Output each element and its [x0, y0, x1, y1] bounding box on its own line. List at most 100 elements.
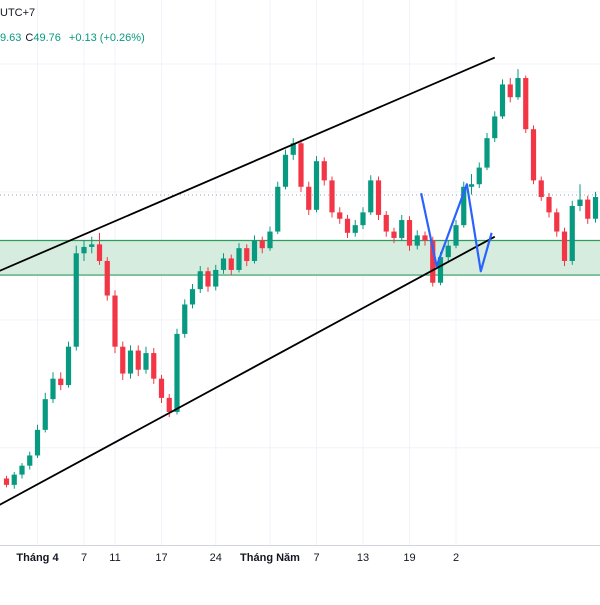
candle-body	[321, 161, 327, 181]
candle-body	[313, 161, 320, 210]
candle-body	[158, 378, 165, 398]
channel-lower-line[interactable]	[0, 235, 496, 506]
time-axis-tick-label: 2	[453, 552, 459, 564]
candle-down	[406, 216, 413, 251]
candle-body	[430, 240, 436, 283]
candle-body	[104, 260, 110, 296]
time-axis-tick-label: 19	[403, 552, 415, 564]
candle-body	[275, 186, 281, 232]
candle-body	[251, 240, 258, 261]
candle-up	[27, 451, 33, 470]
candle-down	[561, 227, 568, 267]
candle-down	[422, 231, 428, 246]
candle-up	[42, 392, 48, 433]
candle-up	[453, 220, 459, 249]
candle-up	[577, 184, 583, 212]
candle-body	[484, 138, 490, 168]
candles	[3, 69, 599, 489]
candle-body	[205, 271, 211, 287]
time-axis[interactable]: Tháng 4 7 11 17 24 Tháng Năm 7 13 19 2	[0, 545, 600, 600]
candle-body	[592, 197, 599, 219]
candle-body	[11, 474, 17, 485]
candle-up	[189, 284, 196, 309]
candle-body	[3, 478, 10, 485]
candle-down	[112, 290, 118, 354]
candle-body	[375, 180, 382, 215]
candle-down	[546, 193, 552, 218]
channel-upper-line[interactable]	[0, 56, 496, 272]
time-axis-tick-label: 7	[313, 552, 319, 564]
candle-body	[445, 245, 451, 258]
candle-body	[89, 244, 95, 247]
candle-up	[445, 240, 451, 261]
candle-body	[368, 180, 374, 213]
candle-up	[81, 240, 87, 261]
candle-up	[468, 173, 475, 195]
candle-body	[143, 353, 149, 370]
candle-up	[89, 236, 95, 254]
candle-body	[507, 84, 513, 98]
change-value: +0.13 (+0.26%)	[68, 32, 145, 44]
time-axis-tick-label: 17	[155, 552, 167, 564]
candle-body	[546, 197, 552, 213]
candle-body	[120, 346, 126, 374]
candle-body	[406, 220, 413, 246]
candle-down	[507, 78, 513, 103]
candle-body	[27, 455, 33, 466]
candle-up	[213, 264, 219, 291]
candle-body	[329, 180, 335, 213]
candle-body	[569, 205, 575, 261]
candle-body	[19, 465, 25, 475]
candle-down	[530, 125, 537, 185]
candle-body	[174, 333, 180, 412]
candle-down	[306, 181, 312, 215]
candle-body	[383, 214, 389, 232]
time-axis-tick-label: 11	[109, 552, 120, 564]
candle-up	[484, 133, 490, 171]
candle-down	[329, 176, 335, 218]
candle-body	[298, 143, 304, 187]
candle-down	[383, 211, 389, 237]
candle-body	[127, 350, 134, 374]
candle-body	[267, 231, 273, 249]
candle-body	[34, 429, 41, 456]
candle-up	[197, 266, 203, 293]
candle-body	[391, 231, 397, 238]
candle-body	[166, 397, 172, 412]
candle-body	[290, 143, 296, 155]
candle-down	[259, 236, 265, 254]
candle-up	[220, 253, 227, 274]
candle-up	[313, 156, 320, 213]
candle-up	[461, 181, 467, 228]
candle-up	[399, 214, 405, 241]
candle-body	[96, 244, 103, 261]
candle-body	[236, 248, 242, 270]
time-axis-tick-label: Tháng Năm	[240, 552, 300, 564]
candle-body	[399, 220, 405, 238]
candle-up	[127, 345, 134, 379]
close-value: 49.76	[33, 32, 61, 44]
candle-up	[73, 245, 79, 351]
candle-body	[422, 235, 428, 241]
candle-body	[492, 116, 498, 139]
candle-body	[259, 240, 265, 249]
candle-up	[34, 424, 41, 459]
candle-body	[228, 258, 234, 270]
candle-body	[337, 212, 343, 219]
candle-down	[58, 372, 64, 391]
pattern-polyline[interactable]	[420, 183, 493, 273]
candle-up	[499, 79, 506, 119]
candle-up	[50, 372, 56, 403]
drawings[interactable]	[0, 56, 496, 506]
candle-body	[561, 231, 568, 261]
candle-body	[50, 378, 56, 400]
candle-down	[337, 207, 343, 224]
candle-up	[174, 328, 180, 415]
candle-down	[321, 157, 327, 186]
candle-down	[244, 244, 250, 267]
candle-body	[73, 253, 79, 347]
candle-down	[554, 208, 560, 237]
candle-body	[282, 154, 289, 187]
